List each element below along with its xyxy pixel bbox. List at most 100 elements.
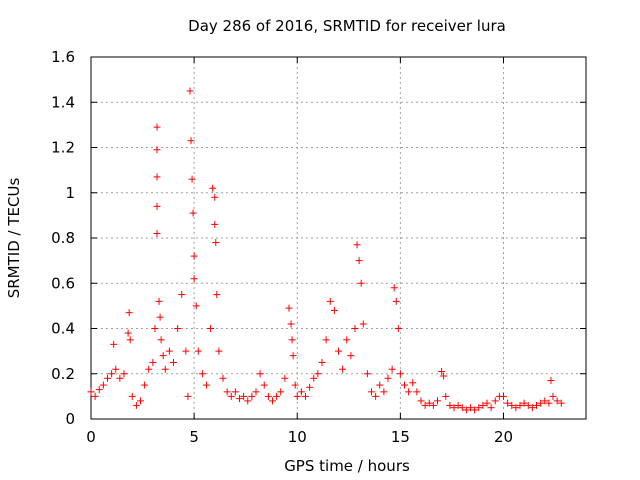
data-point [108, 370, 116, 378]
data-point [110, 340, 118, 348]
data-point [190, 252, 198, 260]
y-tick-labels: 0 0.2 0.4 0.6 0.8 1 1.2 1.4 1.6 [51, 48, 75, 428]
data-point [516, 401, 524, 409]
y-axis-label: SRMTID / TECUs [5, 178, 23, 299]
data-point [277, 388, 285, 396]
data-point [153, 173, 161, 181]
data-point [211, 220, 219, 228]
data-point [161, 365, 169, 373]
y-tick-label: 1 [65, 184, 75, 202]
data-point [302, 392, 309, 400]
data-point [483, 399, 491, 407]
data-point [306, 383, 314, 391]
data-point [227, 392, 235, 400]
data-point [219, 374, 227, 382]
data-point [359, 320, 367, 328]
x-tick-label: 20 [494, 428, 513, 446]
axis-ticks [90, 56, 586, 420]
data-point [189, 209, 197, 217]
data-point [192, 302, 200, 310]
x-tick-label: 0 [86, 428, 96, 446]
x-axis-label: GPS time / hours [284, 457, 410, 475]
data-point [165, 347, 173, 355]
data-point [120, 370, 128, 378]
chart-title: Day 286 of 2016, SRMTID for receiver lur… [188, 17, 506, 35]
data-point [450, 404, 458, 412]
data-point [471, 406, 479, 414]
data-point [467, 404, 474, 412]
data-point [491, 397, 499, 405]
data-point [363, 370, 371, 378]
data-point [384, 374, 392, 382]
data-point [128, 392, 136, 400]
x-tick-labels: 0 5 10 15 20 [86, 428, 513, 446]
data-point [145, 365, 153, 373]
data-point [462, 406, 470, 414]
data-point [520, 399, 528, 407]
data-point [314, 370, 322, 378]
data-point [524, 401, 532, 409]
data-point [405, 388, 413, 396]
data-point [281, 374, 289, 382]
data-point [87, 388, 95, 396]
data-point [318, 358, 326, 366]
data-point [547, 377, 555, 385]
data-point [244, 397, 252, 405]
data-point [454, 401, 462, 409]
data-point [291, 381, 299, 389]
y-tick-label: 1.6 [51, 48, 75, 66]
data-point [351, 325, 359, 332]
grid [91, 57, 586, 419]
data-point [475, 404, 483, 412]
data-point [153, 229, 161, 237]
data-point [260, 381, 268, 389]
y-tick-label: 1.2 [51, 139, 75, 157]
data-point [149, 358, 157, 366]
data-point [479, 401, 487, 409]
data-point [194, 347, 202, 355]
data-point [401, 381, 408, 389]
data-point [104, 374, 111, 382]
data-point [508, 401, 516, 409]
data-point [126, 336, 134, 344]
data-point [187, 137, 195, 145]
data-point [159, 352, 167, 360]
data-point [287, 320, 295, 328]
data-point [380, 388, 388, 396]
data-point [335, 347, 342, 355]
data-point [209, 184, 217, 192]
data-point [213, 291, 221, 299]
x-tick-label: 5 [189, 428, 199, 446]
data-point [153, 146, 161, 154]
data-point [203, 381, 210, 389]
x-tick-label: 10 [288, 428, 307, 446]
data-point [207, 325, 215, 332]
data-point [155, 297, 163, 305]
data-points [87, 87, 565, 414]
data-point [256, 370, 264, 378]
data-point [252, 388, 260, 396]
data-point [500, 392, 507, 400]
data-point [190, 275, 198, 283]
data-point [151, 325, 159, 332]
data-point [310, 374, 318, 382]
data-point [188, 175, 196, 183]
data-point [347, 352, 355, 360]
data-point [297, 388, 305, 396]
data-point [425, 399, 433, 407]
data-point [112, 365, 120, 373]
data-point [553, 397, 561, 405]
data-point [442, 392, 450, 400]
data-point [153, 202, 161, 210]
data-point [289, 352, 297, 360]
data-point [368, 388, 375, 396]
data-point [132, 401, 140, 409]
data-point [417, 397, 425, 405]
y-tick-label: 0.4 [51, 320, 75, 338]
data-point [541, 397, 549, 405]
data-point [533, 401, 540, 409]
data-point [322, 336, 330, 344]
data-point [343, 336, 351, 344]
data-point [236, 395, 243, 403]
